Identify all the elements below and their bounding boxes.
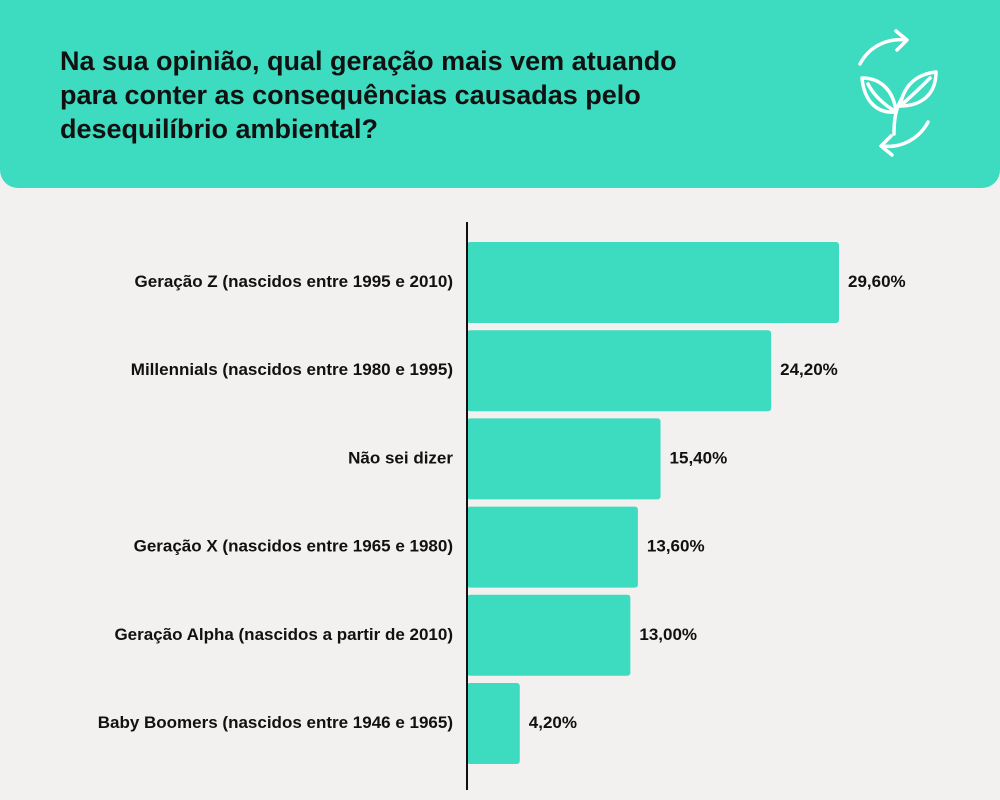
page-title: Na sua opinião, qual geração mais vem at…	[60, 46, 677, 144]
header-banner: Na sua opinião, qual geração mais vem at…	[0, 0, 1000, 188]
value-label-1: 24,20%	[780, 360, 838, 379]
value-label-2: 15,40%	[670, 448, 728, 467]
category-label-1: Millennials (nascidos entre 1980 e 1995)	[131, 360, 453, 379]
value-label-3: 13,60%	[647, 537, 705, 556]
category-label-5: Baby Boomers (nascidos entre 1946 e 1965…	[98, 713, 453, 732]
category-label-0: Geração Z (nascidos entre 1995 e 2010)	[135, 272, 453, 291]
bar-2	[467, 418, 661, 500]
value-label-4: 13,00%	[639, 625, 697, 644]
category-label-3: Geração X (nascidos entre 1965 e 1980)	[134, 537, 453, 556]
category-label-2: Não sei dizer	[348, 448, 453, 467]
bar-0	[467, 242, 839, 323]
category-label-4: Geração Alpha (nascidos a partir de 2010…	[114, 625, 453, 644]
leaf-recycle-icon	[858, 29, 938, 157]
bar-1	[467, 330, 772, 412]
value-label-5: 4,20%	[529, 713, 577, 732]
value-label-0: 29,60%	[848, 272, 906, 291]
bar-3	[467, 506, 638, 588]
bar-4	[467, 594, 631, 676]
bar-5	[467, 683, 520, 764]
